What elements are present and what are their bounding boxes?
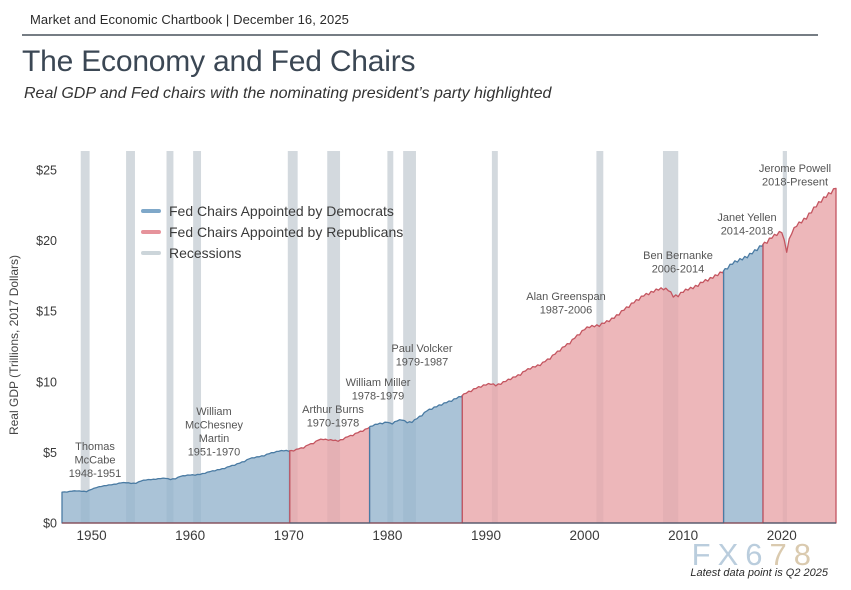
y-tick-label: $25 (36, 164, 57, 178)
x-tick-label: 1970 (274, 528, 304, 543)
gdp-area-segment-republican (461, 270, 725, 524)
y-tick-label: $20 (36, 234, 57, 248)
chair-annotation: Arthur Burns 1970-1978 (302, 404, 364, 430)
y-tick-label: $10 (36, 375, 57, 389)
chair-annotation: Thomas McCabe 1948-1951 (69, 441, 122, 480)
recession-band (166, 151, 174, 523)
x-tick-label: 1990 (471, 528, 501, 543)
y-tick-label: $0 (43, 517, 57, 531)
gdp-area-segment-democrat (61, 449, 291, 524)
y-axis-title: Real GDP (Trillions, 2017 Dollars) (7, 255, 21, 435)
recessions-swatch-icon (141, 250, 161, 255)
chair-annotation: Paul Volcker 1979-1987 (391, 343, 452, 369)
chair-annotation: William McChesney Martin 1951-1970 (185, 406, 244, 459)
recession-band (80, 151, 90, 523)
legend-item-democrats: Fed Chairs Appointed by Democrats (141, 200, 403, 221)
x-tick-label: 1950 (77, 528, 107, 543)
recession-band (126, 151, 135, 523)
legend-item-republicans: Fed Chairs Appointed by Republicans (141, 221, 403, 242)
y-tick-label: $5 (43, 446, 57, 460)
x-tick-label: 2000 (570, 528, 600, 543)
recession-band (287, 151, 298, 523)
chair-annotation: Alan Greenspan 1987-2006 (526, 291, 606, 317)
recession-band (193, 151, 202, 523)
recession-band (327, 151, 341, 523)
chair-annotation: Ben Bernanke 2006-2014 (643, 250, 713, 276)
chair-annotation: Jerome Powell 2018-Present (759, 163, 831, 189)
republicans-swatch-icon (141, 229, 161, 234)
report-header: Market and Economic Chartbook | December… (30, 12, 349, 27)
gdp-area-segment-republican (289, 426, 371, 524)
gdp-area-segment-democrat (722, 243, 764, 524)
legend-label-recessions: Recessions (169, 244, 242, 261)
latest-data-footnote: Latest data point is Q2 2025 (690, 567, 828, 579)
y-axis-ticks: $0 $5 $10 $15 $20 $25 (36, 164, 57, 531)
page-title: The Economy and Fed Chairs (22, 45, 416, 78)
watermark-part1: FX6 (691, 537, 770, 572)
fed-chair-annotations: Thomas McCabe 1948-1951 William McChesney Mar… (69, 163, 831, 480)
x-tick-label: 2020 (767, 528, 797, 543)
democrats-swatch-icon (141, 208, 161, 213)
legend: Fed Chairs Appointed by Democrats Fed Ch… (141, 200, 403, 263)
recession-band (387, 151, 394, 523)
header-divider (22, 34, 818, 36)
recession-band (491, 151, 498, 523)
gdp-area-segment-democrat (368, 394, 463, 524)
x-axis-ticks: 1950 1960 1970 1980 1990 2000 2010 2020 (77, 528, 797, 543)
chair-annotation: Janet Yellen 2014-2018 (717, 212, 776, 238)
legend-item-recessions: Recessions (141, 242, 403, 263)
watermark-logo: FX678 (692, 537, 818, 573)
y-tick-label: $15 (36, 305, 57, 319)
x-tick-label: 1980 (372, 528, 402, 543)
chair-annotation: William Miller 1978-1979 (346, 377, 411, 403)
gdp-area-segment-republican (762, 187, 837, 524)
legend-label-republicans: Fed Chairs Appointed by Republicans (169, 223, 404, 240)
watermark-part2: 78 (769, 537, 818, 572)
page-subtitle: Real GDP and Fed chairs with the nominat… (24, 85, 552, 102)
legend-label-democrats: Fed Chairs Appointed by Democrats (169, 202, 394, 219)
x-tick-label: 2010 (668, 528, 698, 543)
x-tick-label: 1960 (175, 528, 205, 543)
gdp-area-group (61, 187, 837, 524)
